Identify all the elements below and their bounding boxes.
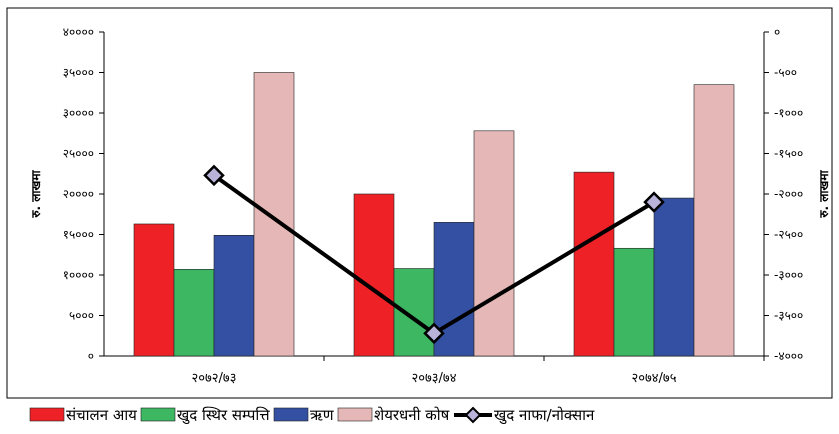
legend-label: संचालन आय — [66, 406, 137, 424]
legend-marker — [464, 406, 482, 424]
x-tick-label: २०७२/७३ — [192, 371, 237, 386]
chart-frame — [6, 7, 833, 399]
tick-labels-group: ० ५००० १०००० १५००० २०००० २५००० ३०००० ३५००० ४००००… — [29, 25, 831, 386]
bar — [653, 197, 695, 357]
legend-label: ऋण — [310, 406, 335, 424]
left-tick-label: २५००० — [63, 147, 94, 161]
left-tick-label: ४०००० — [63, 25, 94, 39]
bar — [573, 171, 615, 357]
legend-swatch — [337, 407, 373, 422]
left-axis-title: रु. लाखमा — [29, 169, 43, 218]
bar — [253, 72, 295, 357]
left-tick-label: २०००० — [63, 187, 94, 201]
right-tick-label: -१५०० — [774, 147, 803, 161]
legend-label: खुद स्थिर सम्पत्ति — [177, 406, 270, 425]
legend-item: ऋण — [273, 406, 335, 424]
legend-swatch — [140, 407, 176, 422]
right-tick-label: -३५०० — [774, 309, 803, 323]
legend-item: खुद नाफा/नोक्सान — [454, 406, 595, 425]
right-tick-label: -४००० — [774, 349, 803, 363]
legend-item: खुद स्थिर सम्पत्ति — [140, 406, 270, 425]
left-tick-label: ० — [88, 349, 94, 363]
bar — [393, 268, 435, 357]
left-tick-label: १०००० — [63, 268, 94, 282]
left-tick-label: १५००० — [63, 228, 94, 242]
bar — [213, 235, 255, 357]
line-group — [203, 164, 665, 345]
right-tick-label: -३००० — [774, 268, 803, 282]
bar — [473, 130, 515, 357]
bar — [133, 223, 175, 357]
legend-label: खुद नाफा/नोक्सान — [494, 406, 595, 425]
legend: संचालन आय खुद स्थिर सम्पत्ति ऋण शेयरधनी कोष… — [29, 406, 595, 425]
legend-item: शेयरधनी कोष — [337, 406, 450, 424]
bar — [613, 247, 655, 357]
line-point — [423, 322, 445, 345]
bar — [173, 269, 215, 357]
bar — [693, 84, 735, 357]
legend-swatch — [273, 407, 309, 422]
legend-label: शेयरधनी कोष — [374, 406, 450, 424]
right-tick-label: -२००० — [774, 187, 803, 201]
left-tick-label: ५००० — [69, 309, 94, 323]
right-tick-label: ० — [774, 25, 780, 39]
bars-group — [133, 72, 735, 357]
legend-item: संचालन आय — [29, 406, 137, 424]
bar — [353, 193, 395, 357]
right-tick-label: -५०० — [774, 66, 797, 80]
line-point — [203, 164, 225, 187]
x-tick-label: २०७३/७४ — [412, 371, 457, 386]
right-tick-label: -१००० — [774, 106, 803, 120]
right-tick-label: -२५०० — [774, 228, 803, 242]
x-tick-label: २०७४/७५ — [632, 371, 677, 386]
left-tick-label: ३०००० — [63, 106, 94, 120]
line-point — [643, 191, 665, 213]
legend-swatch — [29, 407, 65, 422]
right-axis-title: रु. लाखमा — [817, 169, 831, 218]
left-tick-label: ३५००० — [63, 66, 94, 80]
